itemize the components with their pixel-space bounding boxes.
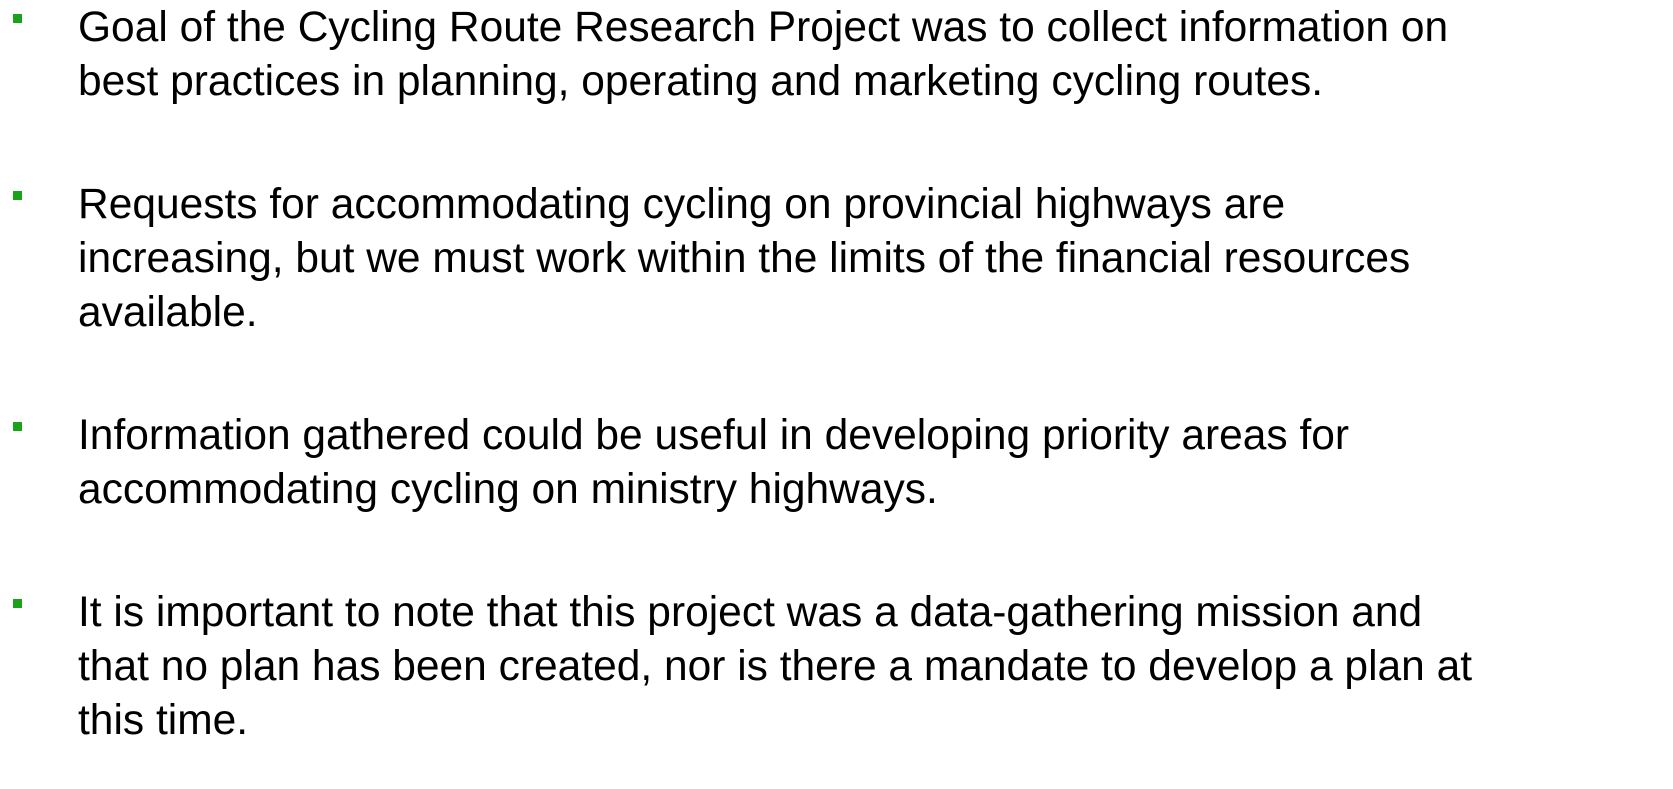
text-line: Goal of the Cycling Route Research Proje… [78,4,1449,51]
bullet-marker [13,599,22,608]
bullet-item: Goal of the Cycling Route Research Proje… [0,1,1673,109]
bullet-item: Information gathered could be useful in … [0,409,1673,517]
text-line: best practices in planning, operating an… [78,58,1324,105]
text-line: Information gathered could be useful in … [78,412,1350,459]
bullet-item: Requests for accommodating cycling on pr… [0,178,1673,340]
bullet-item: It is important to note that this projec… [0,586,1673,748]
text-line: this time. [78,697,249,744]
text-line: increasing, but we must work within the … [78,235,1411,282]
bullet-marker [13,14,22,23]
text-line: available. [78,289,258,336]
text-line: accommodating cycling on ministry highwa… [78,466,938,513]
text-line: that no plan has been created, nor is th… [78,643,1473,690]
bullet-marker [13,191,22,200]
bullet-marker [13,422,22,431]
text-line: Requests for accommodating cycling on pr… [78,181,1286,228]
text-line: It is important to note that this projec… [78,589,1423,636]
bullet-list: Goal of the Cycling Route Research Proje… [0,1,1673,748]
